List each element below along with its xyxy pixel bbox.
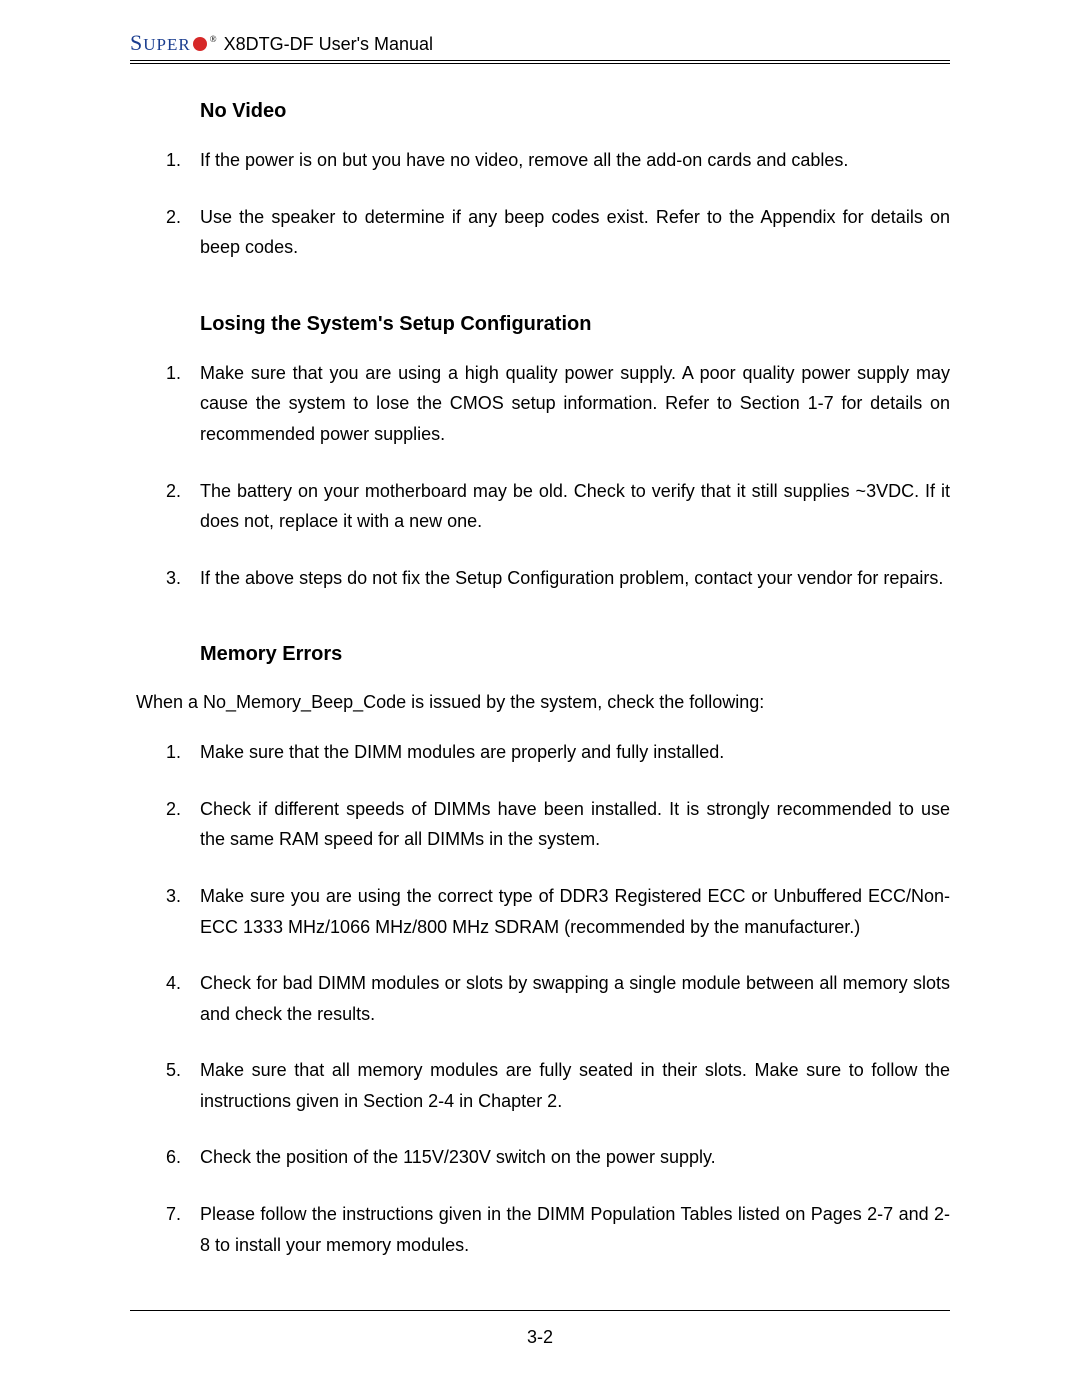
list-item: Make sure that you are using a high qual… [130, 358, 950, 450]
heading-memory-errors: Memory Errors [200, 643, 950, 666]
section-memory-errors: Memory Errors When a No_Memory_Beep_Code… [130, 643, 950, 1260]
list-item: Make sure that all memory modules are fu… [130, 1055, 950, 1116]
list-no-video: If the power is on but you have no video… [130, 145, 950, 263]
list-memory-errors: Make sure that the DIMM modules are prop… [130, 737, 950, 1260]
list-item: Use the speaker to determine if any beep… [130, 202, 950, 263]
logo-first-letter: S [130, 30, 143, 55]
list-item: Check for bad DIMM modules or slots by s… [130, 968, 950, 1029]
list-item: If the above steps do not fix the Setup … [130, 563, 950, 594]
logo-caps: UPER [143, 35, 190, 54]
header-divider [130, 60, 950, 64]
list-item: The battery on your motherboard may be o… [130, 476, 950, 537]
registered-mark: ® [210, 34, 218, 44]
page-number: 3-2 [130, 1327, 950, 1348]
list-item: Check if different speeds of DIMMs have … [130, 794, 950, 855]
heading-no-video: No Video [200, 100, 950, 123]
list-item: Make sure you are using the correct type… [130, 881, 950, 942]
list-item: Make sure that the DIMM modules are prop… [130, 737, 950, 768]
list-item: Please follow the instructions given in … [130, 1199, 950, 1260]
logo-dot-icon [193, 37, 207, 51]
section-losing-config: Losing the System's Setup Configuration … [130, 313, 950, 594]
logo: SUPER ® [130, 30, 218, 56]
heading-losing-config: Losing the System's Setup Configuration [200, 313, 950, 336]
footer-divider [130, 1310, 950, 1311]
page-header: SUPER ® X8DTG-DF User's Manual [130, 30, 950, 56]
list-losing-config: Make sure that you are using a high qual… [130, 358, 950, 594]
section-no-video: No Video If the power is on but you have… [130, 100, 950, 263]
manual-title: X8DTG-DF User's Manual [224, 34, 433, 55]
list-item: Check the position of the 115V/230V swit… [130, 1142, 950, 1173]
memory-errors-intro: When a No_Memory_Beep_Code is issued by … [136, 688, 950, 717]
list-item: If the power is on but you have no video… [130, 145, 950, 176]
